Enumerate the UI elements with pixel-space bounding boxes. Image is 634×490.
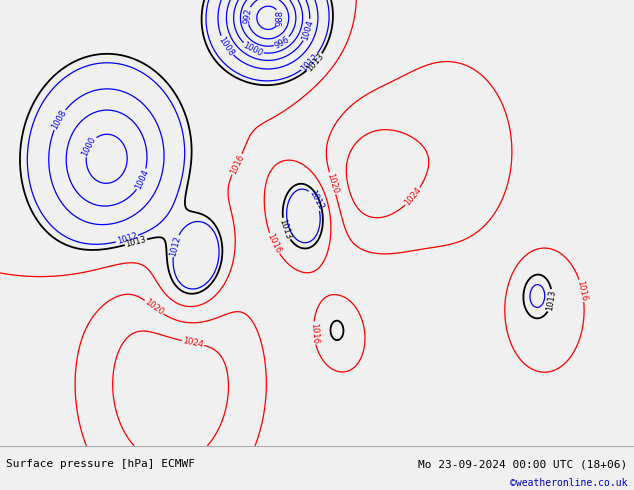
Text: 996: 996 [273,34,291,50]
Text: 1020: 1020 [325,172,340,195]
Text: 1016: 1016 [228,153,245,176]
Text: 1016: 1016 [265,232,283,255]
Text: 1012: 1012 [307,189,325,211]
Text: 1008: 1008 [50,108,68,131]
Text: 1012: 1012 [168,235,182,257]
Text: 1008: 1008 [217,35,236,57]
Text: 1012: 1012 [115,232,138,246]
Text: 1016: 1016 [309,322,319,344]
Text: 1020: 1020 [143,297,165,317]
Text: 1013: 1013 [545,290,557,312]
Text: ©weatheronline.co.uk: ©weatheronline.co.uk [510,478,628,488]
Text: 1016: 1016 [576,279,589,302]
Text: 992: 992 [242,7,253,24]
Text: 1013: 1013 [304,52,325,74]
Text: 1000: 1000 [81,135,98,158]
Text: 1024: 1024 [182,336,204,349]
Text: 988: 988 [275,10,284,26]
Text: 1024: 1024 [403,186,424,208]
Text: 1004: 1004 [134,168,151,191]
Text: 1013: 1013 [125,235,147,249]
Text: 1012: 1012 [299,52,321,73]
Text: Mo 23-09-2024 00:00 UTC (18+06): Mo 23-09-2024 00:00 UTC (18+06) [418,459,628,469]
Text: 1013: 1013 [278,218,293,241]
Text: Surface pressure [hPa] ECMWF: Surface pressure [hPa] ECMWF [6,459,195,469]
Text: 1004: 1004 [301,19,315,42]
Text: 1000: 1000 [242,41,264,58]
